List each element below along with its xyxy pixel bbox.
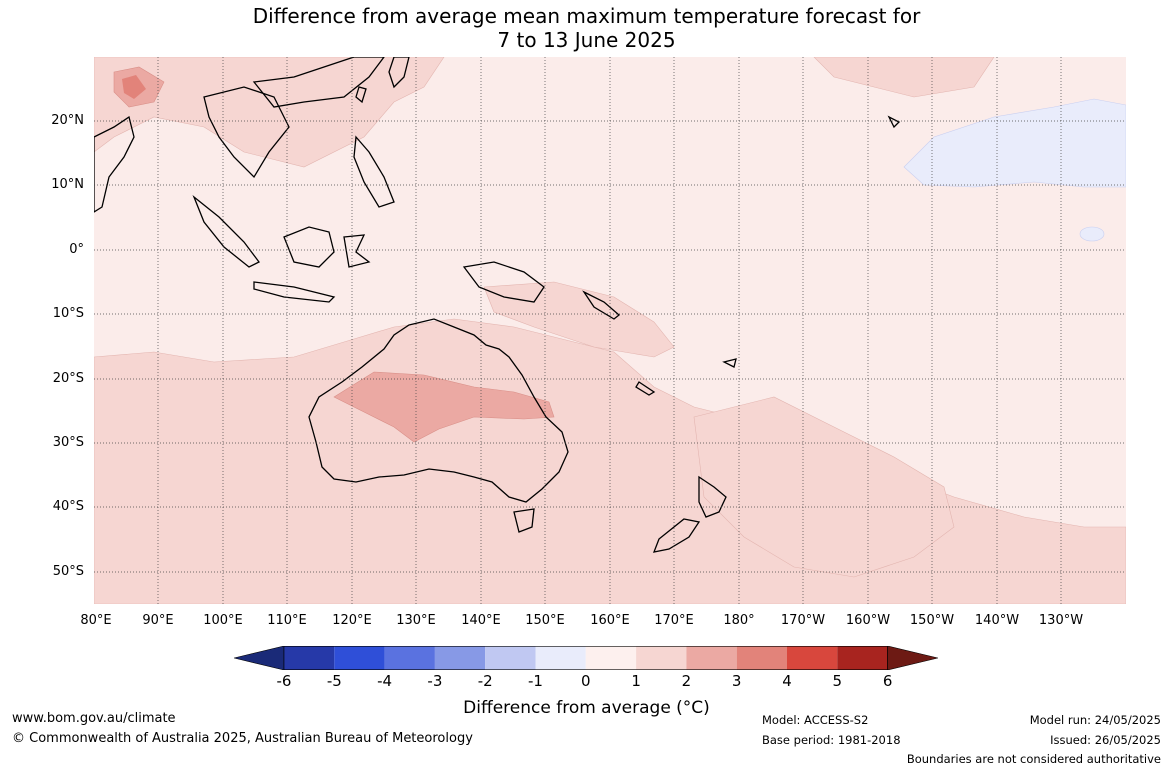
coastline-new-zealand-south <box>652 518 701 553</box>
boundaries-disclaimer: Boundaries are not considered authoritat… <box>906 752 1161 766</box>
colorbar-segment <box>585 646 637 670</box>
title-line-1: Difference from average mean maximum tem… <box>252 4 921 28</box>
colorbar-tick-label: 0 <box>581 672 591 690</box>
coastline-sulawesi <box>343 234 371 268</box>
colorbar-title: Difference from average (°C) <box>463 698 710 718</box>
anomaly-band-3-4 <box>122 75 146 99</box>
anomaly-region-south-pacific <box>693 396 955 578</box>
lat-label-50s: 50°S <box>52 564 84 579</box>
lat-label-20n: 20°N <box>51 113 84 128</box>
coastline-new-guinea <box>462 261 545 303</box>
map-canvas <box>94 57 1126 604</box>
colorbar-segment <box>636 646 687 670</box>
website-link[interactable]: www.bom.gov.au/climate <box>12 711 176 726</box>
colorbar-tick-label: 5 <box>832 672 843 690</box>
coastline-new-caledonia <box>635 381 656 396</box>
colorbar <box>234 646 938 670</box>
anomaly-band-cool <box>903 98 1126 242</box>
colorbar-tick-label: 1 <box>631 672 641 690</box>
colorbar-segment <box>787 646 838 670</box>
coastline-india <box>94 115 135 213</box>
coastline-new-zealand-north <box>698 475 727 518</box>
coastline-taiwan <box>355 86 367 104</box>
lon-label-130e: 130°E <box>396 613 436 628</box>
map-title: Difference from average mean maximum tem… <box>0 4 1173 52</box>
anomaly-region-north-pacific-cool <box>903 98 1126 188</box>
forecast-map[interactable] <box>94 57 1126 604</box>
colorbar-tick-label: 2 <box>681 672 692 690</box>
colorbar-tick-label: -6 <box>276 672 292 690</box>
colorbar-segment <box>535 646 586 670</box>
coastline-philippines <box>353 135 395 208</box>
coastline-sumatra <box>192 194 260 268</box>
lon-label-130w: 130°W <box>1038 613 1084 628</box>
lon-label-140w: 140°W <box>974 613 1020 628</box>
coastline-indochina <box>203 86 290 179</box>
issued-date: Issued: 26/05/2025 <box>1050 733 1161 747</box>
colorbar-frame <box>283 646 888 670</box>
coastline-japan <box>388 57 410 89</box>
colorbar-segment <box>334 646 385 670</box>
anomaly-region-north <box>94 57 445 168</box>
coastline-solomon-islands <box>582 290 621 320</box>
lon-label-150e: 150°E <box>525 613 565 628</box>
colorbar-tick-label: -4 <box>377 672 393 690</box>
colorbar-tick-label: 4 <box>782 672 792 690</box>
coastline-borneo <box>283 226 335 268</box>
colorbar-tick-label: 6 <box>882 672 893 690</box>
coastline-hawaii <box>887 115 901 129</box>
lat-label-30s: 30°S <box>52 435 84 450</box>
colorbar-segment <box>485 646 536 670</box>
lon-label-100e: 100°E <box>203 613 243 628</box>
lat-label-10s: 10°S <box>52 306 84 321</box>
lon-label-170w: 170°W <box>780 613 826 628</box>
colorbar-tick-label: -3 <box>427 672 443 690</box>
lat-label-0: 0° <box>69 242 84 257</box>
lon-label-180: 180° <box>723 613 755 628</box>
anomaly-region-central-australia <box>333 371 555 443</box>
lon-label-80e: 80°E <box>80 613 112 628</box>
model-run-date: Model run: 24/05/2025 <box>1029 713 1161 727</box>
lon-label-110e: 110°E <box>267 613 307 628</box>
lon-label-170e: 170°E <box>654 613 694 628</box>
colorbar-tick-label: 3 <box>731 672 742 690</box>
lat-label-40s: 40°S <box>52 499 84 514</box>
colorbar-segment <box>384 646 435 670</box>
coastline-tasmania <box>513 508 535 533</box>
coastline-china <box>252 57 385 108</box>
colorbar-segment <box>434 646 486 670</box>
base-period: Base period: 1981-2018 <box>762 733 901 747</box>
lon-label-160w: 160°W <box>845 613 891 628</box>
coastline-fiji <box>722 358 737 368</box>
colorbar-tick-label: -5 <box>326 672 342 690</box>
anomaly-region-png <box>483 281 675 358</box>
copyright-text: © Commonwealth of Australia 2025, Austra… <box>12 731 473 746</box>
coastlines <box>94 57 901 553</box>
anomaly-region-myanmar <box>122 75 146 99</box>
colorbar-arrow-high <box>887 646 938 670</box>
colorbar-tick-label: -1 <box>528 672 543 690</box>
anomaly-region-equatorial-cool <box>1079 226 1105 242</box>
lon-label-120e: 120°E <box>332 613 372 628</box>
title-line-2: 7 to 13 June 2025 <box>497 28 676 52</box>
anomaly-region-ne-pacific <box>813 57 995 98</box>
colorbar-segment <box>284 646 335 670</box>
coastline-java <box>253 281 336 303</box>
colorbar-segment <box>736 646 787 670</box>
colorbar-tick-label: -2 <box>477 672 493 690</box>
coastline-australia <box>308 318 569 503</box>
lon-label-90e: 90°E <box>142 613 174 628</box>
lon-label-150w: 150°W <box>909 613 955 628</box>
lat-label-20s: 20°S <box>52 371 84 386</box>
model-name: Model: ACCESS-S2 <box>762 713 869 727</box>
gridlines <box>94 57 1126 604</box>
lon-label-160e: 160°E <box>590 613 630 628</box>
colorbar-arrow-low <box>234 646 285 670</box>
colorbar-segment <box>837 646 888 670</box>
lat-label-10n: 10°N <box>51 177 84 192</box>
colorbar-segment <box>686 646 737 670</box>
lon-label-140e: 140°E <box>461 613 501 628</box>
